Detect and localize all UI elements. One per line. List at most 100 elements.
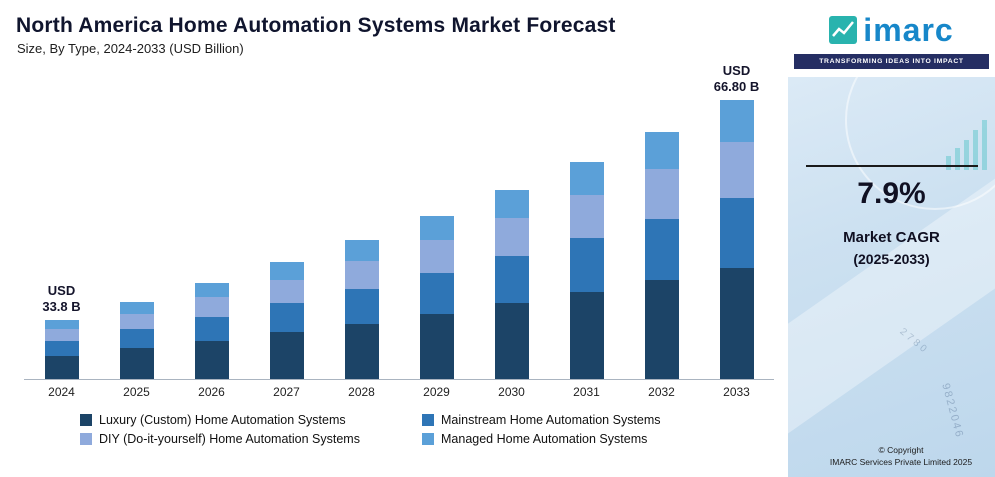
bar-segment xyxy=(344,323,379,379)
legend-swatch xyxy=(80,414,92,426)
stacked-bar xyxy=(194,283,229,379)
decorative-bar-chart xyxy=(946,120,987,170)
cagr-value: 7.9% xyxy=(857,177,926,210)
bar-segment xyxy=(344,288,379,324)
bar-segment xyxy=(719,142,754,198)
bar-segment xyxy=(119,329,154,349)
bar-column xyxy=(399,215,474,379)
x-axis-label: 2029 xyxy=(423,385,450,399)
copyright: © Copyright IMARC Services Private Limit… xyxy=(811,444,991,470)
legend-item: Managed Home Automation Systems xyxy=(422,432,788,446)
chart-legend: Luxury (Custom) Home Automation Systems M… xyxy=(80,413,788,446)
stacked-bar xyxy=(119,302,154,379)
bar-segment xyxy=(344,260,379,289)
chart-panel: North America Home Automation Systems Ma… xyxy=(16,14,788,446)
legend-label: Luxury (Custom) Home Automation Systems xyxy=(99,413,346,427)
bar-segment xyxy=(269,303,304,333)
branding-panel: 9822046 2780 imarc TRANSFORMING IDEAS IN… xyxy=(788,0,995,477)
legend-item: Luxury (Custom) Home Automation Systems xyxy=(80,413,412,427)
bar-segment xyxy=(644,131,679,170)
bar-column xyxy=(324,240,399,379)
copyright-line1: © Copyright xyxy=(878,444,924,455)
bar-segment xyxy=(119,313,154,330)
stacked-bar xyxy=(719,100,754,379)
x-axis-label: 2031 xyxy=(573,385,600,399)
bar-segment xyxy=(494,189,529,219)
bar-segment xyxy=(569,161,604,195)
bar-segment xyxy=(119,348,154,379)
legend-label: DIY (Do-it-yourself) Home Automation Sys… xyxy=(99,432,360,446)
bar-segment xyxy=(194,340,229,379)
stacked-bar xyxy=(419,215,454,379)
bar-segment xyxy=(194,297,229,317)
bar-segment xyxy=(569,194,604,238)
bar-segment xyxy=(419,215,454,241)
bar-segment xyxy=(644,169,679,219)
x-axis-labels: 2024 2025 2026 2027 2028 2029 2030 2031 2032 2033 xyxy=(24,385,774,399)
legend-label: Mainstream Home Automation Systems xyxy=(441,413,661,427)
bar-segment xyxy=(719,197,754,268)
bar-segment xyxy=(119,302,154,314)
bar-segment xyxy=(419,313,454,379)
chart-wrapper: USD 33.8 B USD 66.80 B 2024 2025 2026 2027 2028… xyxy=(24,62,774,399)
bar-segment xyxy=(719,100,754,143)
stacked-bar xyxy=(344,240,379,379)
legend-item: Mainstream Home Automation Systems xyxy=(422,413,788,427)
bar-segment xyxy=(344,240,379,261)
bar-segment xyxy=(44,329,79,341)
cagr-label: Market CAGR xyxy=(843,229,940,246)
x-axis-label: 2033 xyxy=(723,385,750,399)
imarc-logo-icon xyxy=(829,16,858,44)
stacked-bar xyxy=(569,161,604,379)
bar-column xyxy=(249,262,324,379)
bar-segment xyxy=(44,320,79,330)
divider-line xyxy=(805,165,978,167)
bar-column: USD 33.8 B xyxy=(24,283,99,379)
page-title: North America Home Automation Systems Ma… xyxy=(16,14,616,37)
bar-column xyxy=(624,131,699,379)
legend-item: DIY (Do-it-yourself) Home Automation Sys… xyxy=(80,432,412,446)
bar-segment xyxy=(44,355,79,379)
x-axis-label: 2027 xyxy=(273,385,300,399)
bar-segment xyxy=(494,255,529,304)
logo-card: imarc TRANSFORMING IDEAS INTO IMPACT xyxy=(788,0,995,77)
bar-segment xyxy=(419,240,454,273)
bar-segment xyxy=(569,237,604,293)
bar-segment xyxy=(569,292,604,379)
cagr-sublabel: (2025-2033) xyxy=(853,251,930,267)
stacked-bar xyxy=(494,189,529,379)
cagr-block: 7.9% Market CAGR (2025-2033) xyxy=(788,165,995,267)
legend-label: Managed Home Automation Systems xyxy=(441,432,648,446)
bar-segment xyxy=(494,218,529,256)
bar-column: USD 66.80 B xyxy=(699,63,774,379)
bar-segment xyxy=(644,218,679,281)
decorative-number: 9822046 xyxy=(939,382,966,440)
bar-segment xyxy=(44,340,79,356)
bar-chart: USD 33.8 B USD 66.80 B xyxy=(24,62,774,380)
value-annotation: USD 33.8 B xyxy=(42,282,81,315)
x-axis-label: 2024 xyxy=(48,385,75,399)
bar-segment xyxy=(194,316,229,341)
x-axis-label: 2028 xyxy=(348,385,375,399)
bar-segment xyxy=(269,262,304,280)
x-axis-label: 2030 xyxy=(498,385,525,399)
bar-segment xyxy=(419,272,454,314)
logo-tagline: TRANSFORMING IDEAS INTO IMPACT xyxy=(794,54,989,69)
bar-column xyxy=(474,189,549,379)
bar-segment xyxy=(194,283,229,298)
x-axis-label: 2026 xyxy=(198,385,225,399)
bar-segment xyxy=(644,280,679,379)
legend-swatch xyxy=(422,414,434,426)
legend-swatch xyxy=(422,433,434,445)
bar-column xyxy=(99,302,174,379)
copyright-line2: IMARC Services Private Limited 2025 xyxy=(829,457,973,468)
imarc-logo-text: imarc xyxy=(863,12,954,48)
bar-column xyxy=(549,161,624,379)
bar-segment xyxy=(269,332,304,379)
x-axis-label: 2025 xyxy=(123,385,150,399)
bar-segment xyxy=(494,303,529,379)
stacked-bar xyxy=(269,262,304,379)
stacked-bar xyxy=(644,131,679,379)
bar-segment xyxy=(269,279,304,304)
